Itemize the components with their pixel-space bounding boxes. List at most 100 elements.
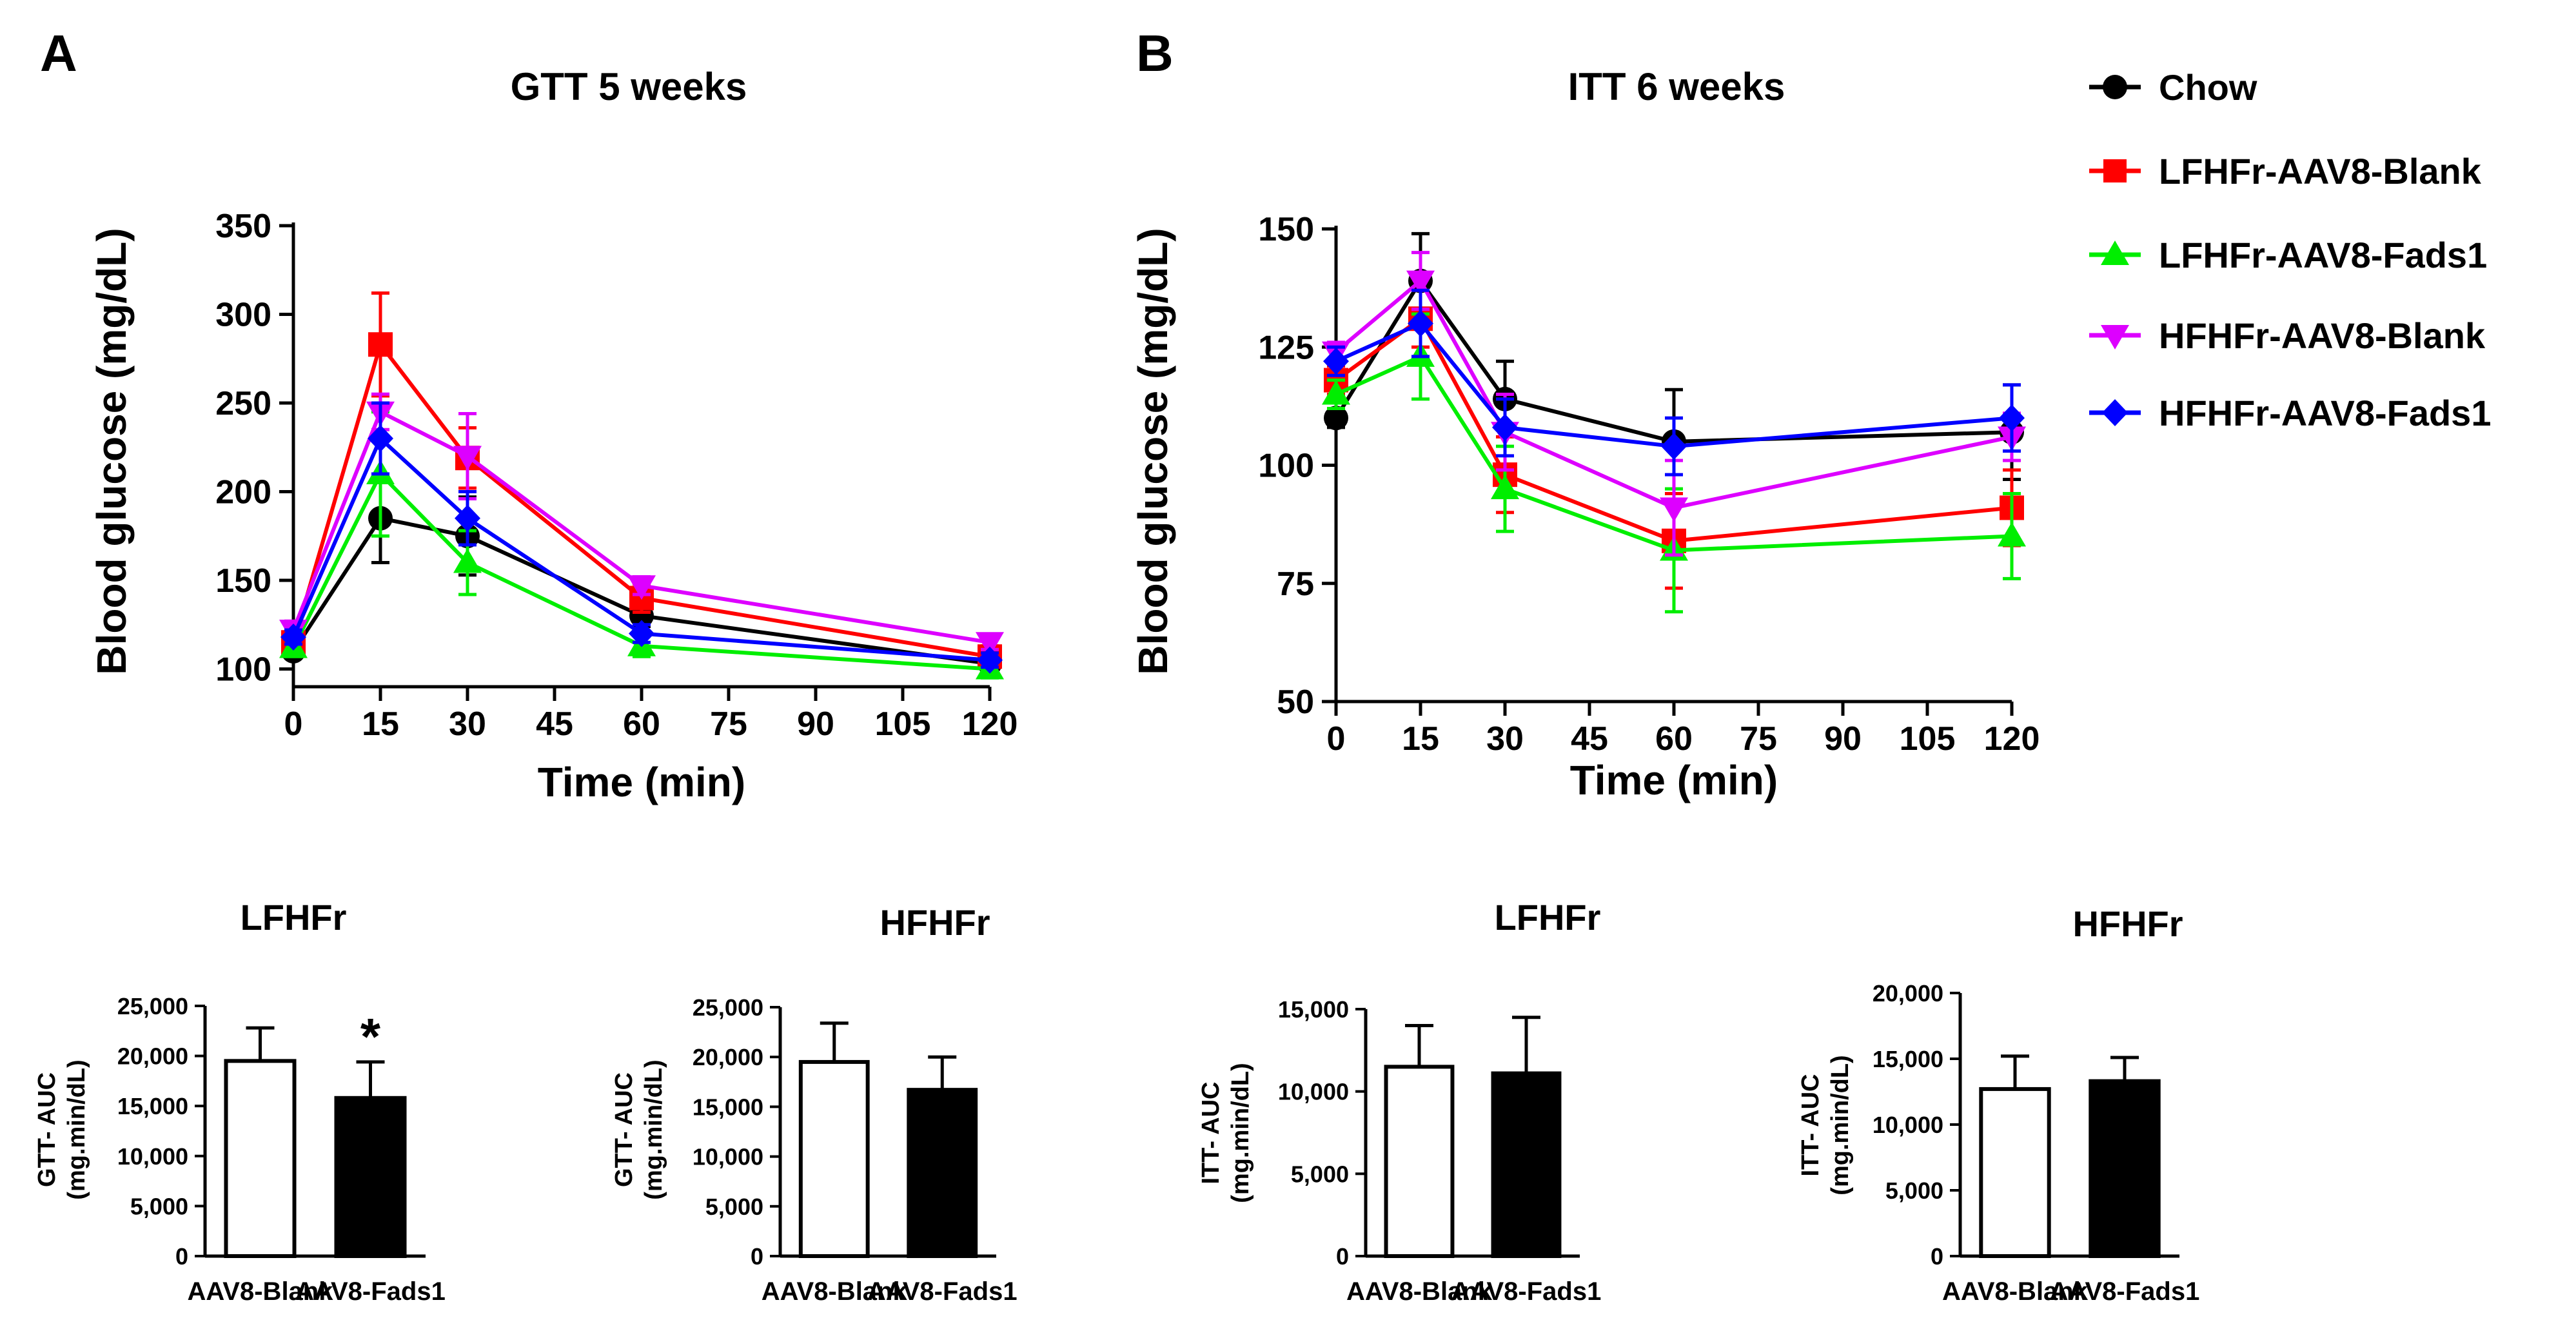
y-tick-label: 200 [215,474,271,511]
data-point [629,620,654,647]
legend-item-chow: Chow [2089,67,2257,108]
x-tick-label: 15 [362,705,399,743]
y-axis-label: GTT- AUC (mg.min/dL) [34,1059,90,1199]
x-tick-label: AAV8-Fads1 [2050,1277,2200,1306]
chart-title: GTT 5 weeks [511,65,747,108]
x-tick-label: AAV8-Blank [188,1277,334,1306]
y-tick-label: 5,000 [1291,1161,1349,1187]
y-tick-label: 20,000 [117,1043,188,1070]
y-tick-label: 15,000 [117,1093,188,1119]
data-point [453,446,482,471]
y-tick-label: 0 [175,1243,188,1270]
bar-aav8-blank [1384,1065,1455,1259]
data-point [977,646,1003,674]
y-tick-label: 0 [751,1243,763,1270]
series-lfhfr-aav8-fads1 [1322,312,2026,614]
bar-aav8-blank [798,1059,870,1259]
y-tick-label: 0 [1931,1243,1943,1270]
panel-label-a: A [40,25,77,82]
series-hfhfr-aav8-fads1 [280,401,1003,674]
y-tick-label: 150 [1258,211,1314,248]
data-point [368,425,393,452]
y-tick-label: 100 [215,651,271,689]
y-tick-label: 20,000 [1873,980,1943,1007]
y-tick-label: 300 [215,297,271,334]
x-tick-label: AAV8-Blank [762,1277,908,1306]
legend-label-lfhfr-fads1: LFHFr-AAV8-Fads1 [2159,235,2487,275]
x-tick-label: 60 [623,705,660,743]
y-tick-label: 250 [215,385,271,422]
chart-title: ITT 6 weeks [1568,65,1785,108]
x-tick-label: 120 [962,705,1018,743]
data-point [1660,497,1688,522]
data-point [1491,475,1519,500]
x-tick-label: 0 [1327,720,1346,758]
itt-auc-hfhfr-bar-chart: HFHFr ITT- AUC (mg.min/dL) 0 5,000 10,000 15,0… [1797,903,2199,1306]
x-tick-label: 0 [284,705,303,743]
x-tick-label: 60 [1655,720,1693,758]
x-tick-label: 105 [875,705,931,743]
y-tick-label: 10,000 [1873,1112,1943,1138]
x-tick-label: 15 [1402,720,1439,758]
bar-aav8-blank [224,1059,297,1258]
chart-title: LFHFr [241,897,347,938]
legend-label-chow: Chow [2159,67,2257,108]
data-point [453,548,482,573]
legend: Chow LFHFr-AAV8-Blank LFHFr-AAV8-Fads1 H… [2089,67,2491,433]
legend-item-hfhfr-fads1: HFHFr-AAV8-Fads1 [2089,393,2491,433]
bar-aav8-fads1 [2089,1079,2161,1259]
data-point [1406,270,1435,295]
data-point [1999,404,2025,432]
data-point [1322,380,1350,405]
data-point [1408,310,1433,337]
y-tick-label: 15,000 [1278,996,1349,1023]
y-tick-label: 100 [1258,448,1314,485]
itt-line-chart: ITT 6 weeks Time (min) Blood glucose (mg/d… [1130,65,2040,803]
y-tick-label: 20,000 [693,1044,763,1070]
bar-aav8-fads1 [1491,1071,1562,1258]
x-tick-label: AAV8-Blank [1346,1277,1493,1306]
data-point [1324,406,1348,431]
legend-marker-lfhfr-blank [2103,159,2127,182]
x-tick-label: 90 [797,705,834,743]
significance-marker: * [360,1008,381,1065]
y-tick-label: 0 [1336,1243,1349,1270]
gtt-line-chart: GTT 5 weeks Time (min) Blood glucose (mg/d… [88,65,1018,805]
bar-aav8-fads1 [907,1088,978,1258]
x-tick-label: 45 [1571,720,1608,758]
x-tick-label: AAV8-Fads1 [867,1277,1018,1306]
gtt-auc-hfhfr-bar-chart: HFHFr GTT- AUC (mg.min/dL) 0 5,000 10,000 15,0… [611,902,1018,1306]
data-point [455,504,480,532]
y-axis-label: ITT- AUC (mg.min/dL) [1797,1055,1854,1195]
legend-item-lfhfr-blank: LFHFr-AAV8-Blank [2089,151,2482,192]
x-tick-label: AAV8-Fads1 [295,1277,446,1306]
y-tick-label: 15,000 [1873,1046,1943,1072]
legend-marker-hfhfr-blank [2101,325,2129,349]
data-point [368,332,393,357]
y-tick-label: 10,000 [693,1144,763,1170]
legend-label-hfhfr-fads1: HFHFr-AAV8-Fads1 [2159,393,2491,433]
y-tick-label: 25,000 [693,994,763,1021]
y-tick-label: 10,000 [117,1143,188,1170]
legend-marker-hfhfr-fads1 [2102,399,2128,426]
panel-label-b: B [1136,25,1174,82]
x-axis-label: Time (min) [1570,757,1778,803]
x-tick-label: 120 [1984,720,2040,758]
data-point [627,575,656,600]
legend-marker-chow [2103,75,2127,99]
gtt-auc-lfhfr-bar-chart: LFHFr GTT- AUC (mg.min/dL) 0 5,000 10,000 15,0… [34,897,446,1306]
x-tick-label: 105 [1900,720,1956,758]
x-tick-label: AAV8-Fads1 [1451,1277,1602,1306]
x-tick-label: 75 [710,705,747,743]
y-tick-label: 125 [1258,329,1314,366]
y-axis-label: ITT- AUC (mg.min/dL) [1197,1063,1254,1203]
chart-title: LFHFr [1495,897,1601,938]
y-tick-label: 150 [215,562,271,600]
legend-label-hfhfr-blank: HFHFr-AAV8-Blank [2159,315,2486,356]
series-hfhfr-aav8-fads1 [1323,288,2025,477]
bar-aav8-fads1 [334,1096,407,1259]
y-tick-label: 75 [1277,566,1314,603]
x-tick-label: 30 [449,705,486,743]
bar-aav8-blank [1979,1087,2051,1259]
